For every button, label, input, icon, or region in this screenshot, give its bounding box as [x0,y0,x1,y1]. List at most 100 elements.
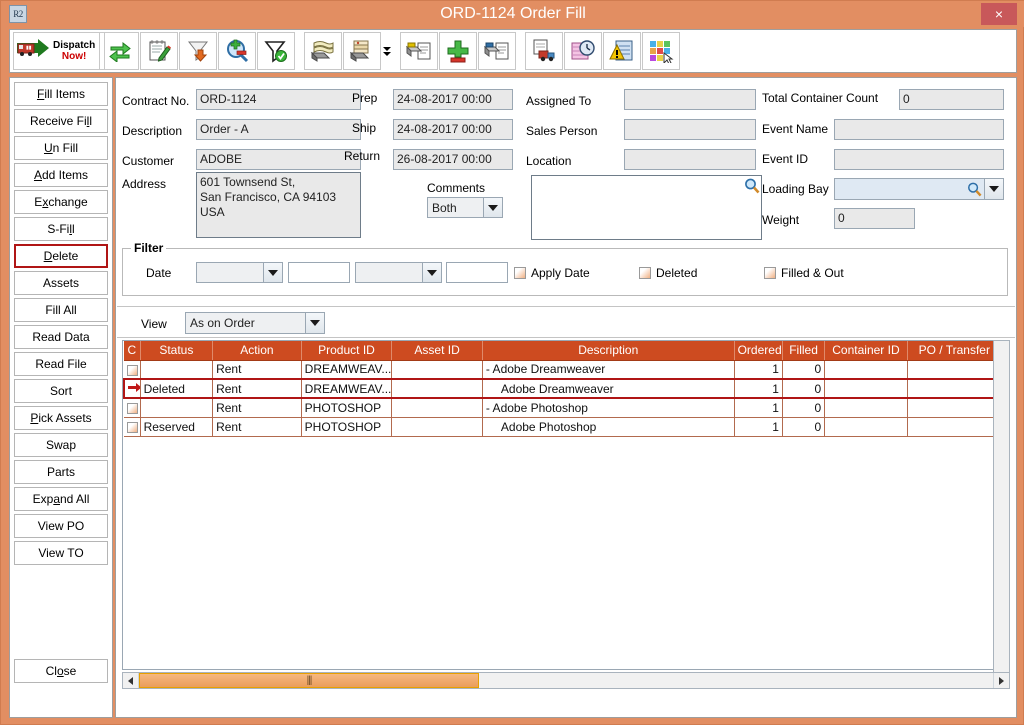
sidebar-item-expand-all[interactable]: Expand All [14,487,108,511]
deleted-checkbox[interactable]: Deleted [639,266,697,280]
stack-papers-icon[interactable] [304,32,342,70]
add-plus-icon[interactable] [439,32,477,70]
cell-action: Rent [212,398,302,418]
scroll-track[interactable]: ||| [139,673,993,688]
edit-notes-icon[interactable] [140,32,178,70]
grid-vertical-scrollbar[interactable] [993,340,1010,689]
sidebar-item-swap[interactable]: Swap [14,433,108,457]
address-field[interactable]: 601 Townsend St, San Francisco, CA 94103… [196,172,361,238]
close-button[interactable]: Close [14,659,108,683]
filter-time-to[interactable] [446,262,508,283]
comments-mode-select[interactable]: Both [427,197,503,218]
col-product-id[interactable]: Product ID [301,341,393,361]
filled-out-checkbox[interactable]: Filled & Out [764,266,844,280]
chevron-down-icon[interactable] [263,263,282,282]
sidebar-item-assets[interactable]: Assets [14,271,108,295]
chevron-down-icon[interactable] [483,198,502,217]
filter-date-from[interactable] [196,262,283,283]
loading-bay-search-icon[interactable] [964,179,984,199]
warning-doc-icon[interactable] [603,32,641,70]
col-action[interactable]: Action [212,341,302,361]
color-grid-icon[interactable] [642,32,680,70]
scroll-right-icon[interactable] [993,673,1009,688]
zoom-remove-icon[interactable] [218,32,256,70]
row-checkbox[interactable] [124,360,141,380]
filter-time-from[interactable] [288,262,350,283]
customer-label: Customer [122,154,175,168]
sidebar-item-sort[interactable]: Sort [14,379,108,403]
table-row[interactable]: Rent PHOTOSHOP - Adobe Photoshop 1 0 [124,398,1009,418]
close-icon[interactable]: × [981,3,1017,25]
event-id-field[interactable] [834,149,1004,170]
sidebar-item-add-items[interactable]: Add Items [14,163,108,187]
comments-text-field[interactable] [531,175,762,240]
order-items-grid[interactable]: C Status Action Product ID Asset ID Desc… [122,340,1010,670]
sidebar-item-pick-assets[interactable]: Pick Assets [14,406,108,430]
cell-container-id [824,378,908,399]
filter-date-from-value [197,263,263,282]
col-description[interactable]: Description [482,341,735,361]
loading-bay-select[interactable] [834,178,1004,200]
filter-down-icon[interactable] [179,32,217,70]
sidebar-item-s-fill[interactable]: S-Fill [14,217,108,241]
filter-check-icon[interactable] [257,32,295,70]
grid-horizontal-scrollbar[interactable]: ||| [122,672,1010,689]
order-form: Contract No. ORD-1124 Description Order … [116,78,1016,248]
row-checkbox[interactable] [124,417,141,437]
dispatch-now-icon[interactable]: ▮▮ Dispatch Now! [13,32,101,70]
table-row[interactable]: Reserved Rent PHOTOSHOP Adobe Photoshop … [124,417,1009,437]
sidebar-item-parts[interactable]: Parts [14,460,108,484]
assigned-to-field[interactable] [624,89,756,110]
ship-date-field[interactable]: 24-08-2017 00:00 [393,119,513,140]
row-checkbox[interactable] [124,398,141,418]
sidebar-item-read-file[interactable]: Read File [14,352,108,376]
row-selected-indicator[interactable] [123,378,141,399]
col-filled[interactable]: Filled [782,341,826,361]
prep-date-field[interactable]: 24-08-2017 00:00 [393,89,513,110]
clock-history-icon[interactable] [564,32,602,70]
contract-no-field[interactable]: ORD-1124 [196,89,361,110]
sidebar-item-view-to[interactable]: View TO [14,541,108,565]
chevron-down-icon[interactable] [305,313,324,333]
chevron-down-icon[interactable] [984,179,1003,199]
cell-po-transfer [907,417,1009,437]
cell-asset-id [391,417,483,437]
total-container-count-field[interactable]: 0 [899,89,1004,110]
col-container-id[interactable]: Container ID [824,341,908,361]
col-asset-id[interactable]: Asset ID [391,341,483,361]
sidebar-item-read-data[interactable]: Read Data [14,325,108,349]
refresh-icon[interactable] [101,32,139,70]
description-field[interactable]: Order - A [196,119,361,140]
scroll-thumb[interactable]: ||| [139,673,479,688]
apply-date-checkbox[interactable]: Apply Date [514,266,590,280]
table-row[interactable]: Deleted Rent DREAMWEAV... Adobe Dreamwea… [123,378,1009,399]
sidebar-item-receive-fill[interactable]: Receive Fill [14,109,108,133]
event-name-field[interactable] [834,119,1004,140]
contract-no-label: Contract No. [122,94,190,108]
stack-boxes-icon[interactable] [343,32,381,70]
copy-doc-icon[interactable] [400,32,438,70]
view-select[interactable]: As on Order [185,312,325,334]
col-status[interactable]: Status [140,341,214,361]
sidebar-item-fill-all[interactable]: Fill All [14,298,108,322]
filter-date-to[interactable] [355,262,442,283]
col-c[interactable]: C [124,341,141,361]
sidebar-item-delete[interactable]: Delete [14,244,108,268]
stack-boxes-dropdown-icon[interactable] [382,32,391,70]
return-date-field[interactable]: 26-08-2017 00:00 [393,149,513,170]
weight-field[interactable]: 0 [834,208,915,229]
chevron-down-icon[interactable] [422,263,441,282]
customer-field[interactable]: ADOBE [196,149,361,170]
copy-doc-blue-icon[interactable] [478,32,516,70]
sales-person-field[interactable] [624,119,756,140]
sidebar-item-view-po[interactable]: View PO [14,514,108,538]
col-ordered[interactable]: Ordered [734,341,783,361]
sidebar-item-exchange[interactable]: Exchange [14,190,108,214]
scroll-left-icon[interactable] [123,673,139,688]
location-field[interactable] [624,149,756,170]
truck-doc-icon[interactable] [525,32,563,70]
sidebar-item-un-fill[interactable]: Un Fill [14,136,108,160]
table-row[interactable]: Rent DREAMWEAV... - Adobe Dreamweaver 1 … [124,360,1009,380]
comments-search-icon[interactable] [744,178,760,194]
sidebar-item-fill-items[interactable]: Fill Items [14,82,108,106]
